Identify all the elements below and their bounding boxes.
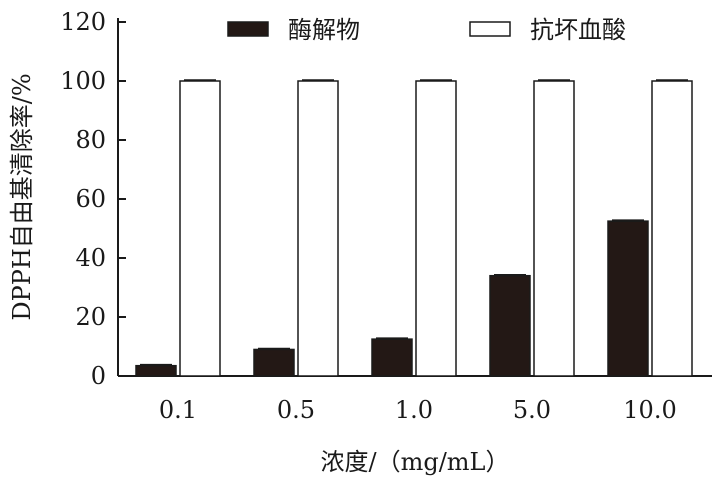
y-tick-label: 80 <box>75 126 106 154</box>
bar-enzymatic-hydrolysate <box>607 220 649 377</box>
legend-label-ascorbic-acid: 抗坏血酸 <box>530 16 626 44</box>
y-tick-label: 100 <box>60 67 106 95</box>
x-tick-label: 0.5 <box>277 396 315 424</box>
legend-swatch-ascorbic-acid <box>469 21 511 37</box>
x-axis-ticks: 0.1 0.5 1.0 5.0 10.0 <box>159 396 677 424</box>
y-tick-label: 60 <box>75 185 106 213</box>
x-axis-title: 浓度/（mg/mL） <box>321 448 510 476</box>
x-tick-label: 1.0 <box>395 396 433 424</box>
y-tick-label: 20 <box>75 303 106 331</box>
bar-ascorbic-acid <box>297 80 339 377</box>
bar-enzymatic-hydrolysate <box>253 348 295 377</box>
y-tick-label: 0 <box>91 362 106 390</box>
legend-label-enzymatic-hydrolysate: 酶解物 <box>288 16 360 44</box>
y-axis-ticks: 0 20 40 60 80 100 120 <box>60 8 126 390</box>
bars-group <box>135 79 693 377</box>
y-tick-label: 120 <box>60 8 106 36</box>
bar-enzymatic-hydrolysate <box>489 274 531 377</box>
legend-swatch-enzymatic-hydrolysate <box>227 21 269 37</box>
bar-ascorbic-acid <box>415 80 457 377</box>
y-axis-title: DPPH自由基清除率/% <box>8 73 36 320</box>
bar-ascorbic-acid <box>533 80 575 377</box>
x-tick-label: 0.1 <box>159 396 197 424</box>
y-tick-label: 40 <box>75 244 106 272</box>
bar-enzymatic-hydrolysate <box>135 364 177 377</box>
x-tick-label: 5.0 <box>513 396 551 424</box>
legend: 酶解物 抗坏血酸 <box>227 16 626 44</box>
bar-ascorbic-acid <box>651 80 693 377</box>
bar-enzymatic-hydrolysate <box>371 338 413 377</box>
x-tick-label: 10.0 <box>623 396 676 424</box>
bar-ascorbic-acid <box>179 80 221 377</box>
plot-area: 0 20 40 60 80 100 120 0.1 0.5 1.0 5.0 10.0 <box>60 8 712 424</box>
